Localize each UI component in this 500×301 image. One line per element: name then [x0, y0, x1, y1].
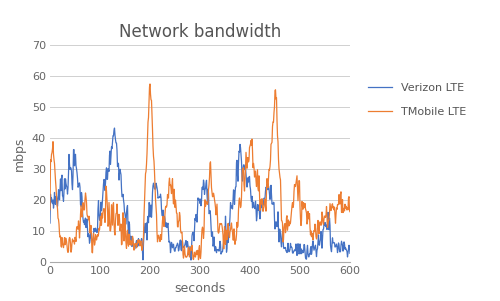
TMobile LTE [338, 211, 344, 214]
Verizon LTE [112, 126, 117, 130]
Legend: Verizon LTE, TMobile LTE: Verizon LTE, TMobile LTE [368, 83, 466, 117]
TMobile LTE [47, 208, 53, 212]
TMobile LTE [66, 238, 72, 241]
Verizon LTE [188, 258, 194, 262]
Verizon LTE [328, 247, 334, 251]
Verizon LTE [146, 201, 152, 205]
Line: Verizon LTE: Verizon LTE [50, 128, 350, 260]
TMobile LTE [347, 210, 353, 213]
Verizon LTE [338, 239, 344, 243]
Title: Network bandwidth: Network bandwidth [119, 23, 281, 41]
Y-axis label: mbps: mbps [13, 136, 26, 171]
TMobile LTE [196, 258, 202, 262]
Verizon LTE [66, 153, 72, 156]
Verizon LTE [47, 221, 53, 225]
TMobile LTE [287, 222, 293, 226]
Verizon LTE [103, 170, 109, 174]
TMobile LTE [147, 82, 153, 86]
TMobile LTE [328, 209, 334, 212]
Verizon LTE [287, 247, 293, 251]
TMobile LTE [146, 100, 152, 103]
TMobile LTE [103, 184, 109, 188]
Verizon LTE [347, 252, 353, 255]
Line: TMobile LTE: TMobile LTE [50, 84, 350, 260]
X-axis label: seconds: seconds [174, 282, 226, 295]
